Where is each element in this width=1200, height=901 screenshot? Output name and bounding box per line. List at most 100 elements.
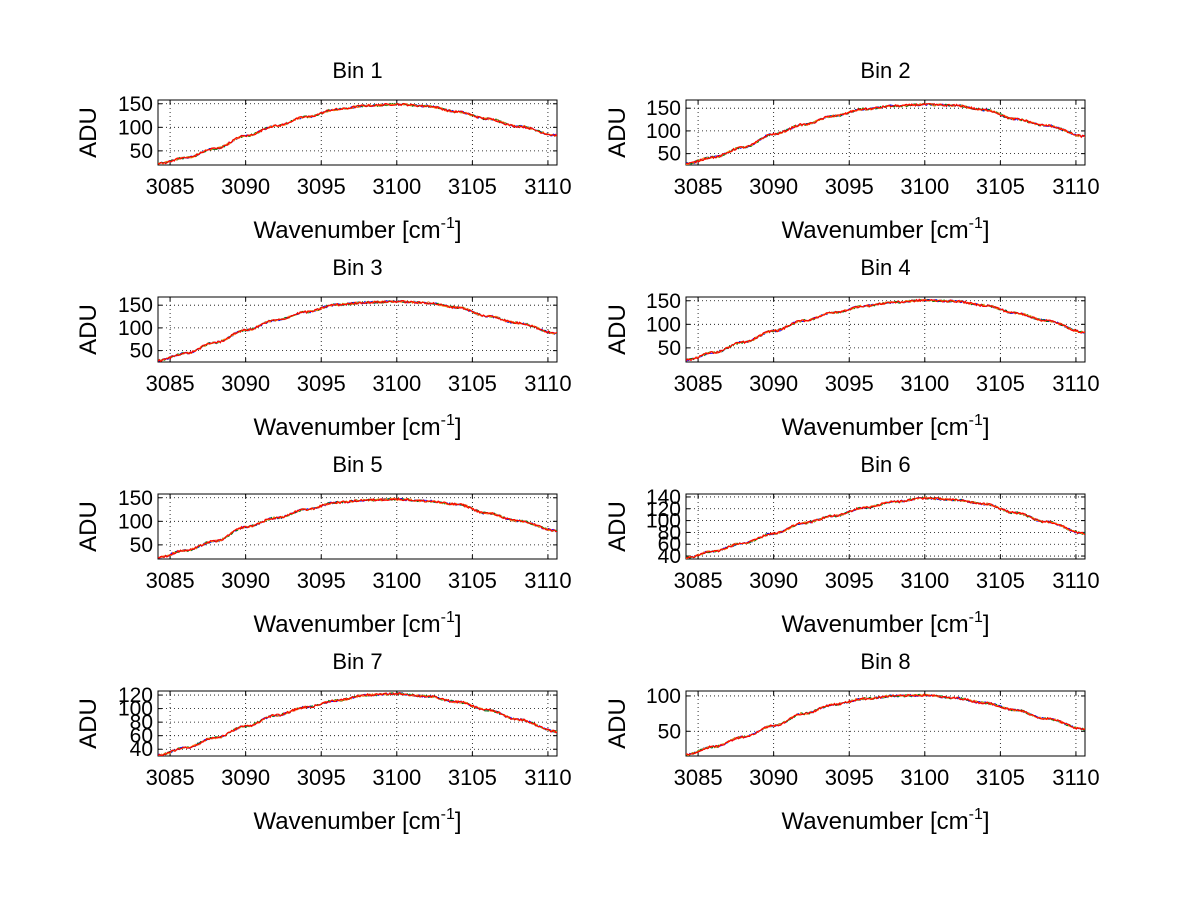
y-tick-label: 60: [658, 533, 681, 556]
x-tick-label: 3095: [825, 568, 874, 593]
x-tick-label: 3110: [524, 371, 571, 396]
y-tick-label: 40: [130, 738, 153, 761]
x-tick-label: 3085: [146, 371, 195, 396]
x-tick-label: 3085: [674, 765, 723, 790]
x-tick-label: 3085: [674, 174, 723, 199]
y-tick-label: 50: [130, 534, 153, 557]
x-tick-label: 3105: [448, 174, 497, 199]
axes-box: [685, 690, 1086, 757]
spectrum-line-4: [686, 496, 1085, 559]
x-tick-label: 3095: [297, 765, 346, 790]
y-axis-label: ADU: [75, 501, 102, 552]
x-tick-label: 3105: [976, 371, 1025, 396]
y-tick-label: 100: [646, 685, 681, 708]
y-tick-label: 120: [646, 498, 681, 521]
y-tick-label: 40: [658, 545, 681, 568]
axes-box: [157, 493, 558, 560]
y-tick-label: 50: [658, 720, 681, 743]
y-tick-label: 50: [130, 140, 153, 163]
x-tick-label: 3100: [900, 371, 949, 396]
y-tick-label: 60: [130, 725, 153, 748]
y-tick-label: 50: [658, 143, 681, 166]
x-tick-label: 3090: [749, 371, 798, 396]
x-tick-label: 3095: [297, 371, 346, 396]
spectrum-line-4: [158, 497, 557, 559]
x-tick-label: 3105: [976, 765, 1025, 790]
x-tick-label: 3110: [1052, 765, 1099, 790]
x-tick-label: 3085: [674, 371, 723, 396]
x-tick-label: 3105: [976, 568, 1025, 593]
x-tick-label: 3110: [1052, 174, 1099, 199]
x-tick-label: 3110: [1052, 371, 1099, 396]
x-tick-label: 3105: [448, 765, 497, 790]
x-tick-label: 3090: [221, 174, 270, 199]
y-tick-label: 120: [118, 684, 153, 707]
x-tick-label: 3100: [372, 765, 421, 790]
y-tick-label: 150: [118, 294, 153, 317]
spectrum-line-3: [158, 299, 557, 362]
x-tick-label: 3095: [825, 765, 874, 790]
y-tick-label: 150: [646, 290, 681, 313]
axes-box: [157, 690, 558, 757]
x-tick-label: 3085: [146, 174, 195, 199]
x-tick-label: 3095: [825, 174, 874, 199]
x-tick-label: 3105: [976, 174, 1025, 199]
y-tick-label: 150: [646, 97, 681, 120]
y-tick-label: 80: [658, 521, 681, 544]
x-tick-label: 3095: [297, 174, 346, 199]
x-tick-label: 3110: [524, 765, 571, 790]
subplot-title: Bin 6: [860, 452, 910, 477]
x-tick-label: 3100: [900, 568, 949, 593]
y-axis-label: ADU: [75, 107, 102, 158]
x-tick-label: 3095: [297, 568, 346, 593]
y-axis-label: ADU: [604, 304, 631, 355]
y-tick-label: 50: [130, 340, 153, 363]
x-tick-label: 3100: [900, 765, 949, 790]
y-axis-label: ADU: [75, 698, 102, 749]
y-tick-label: 100: [118, 116, 153, 139]
x-tick-label: 3090: [749, 765, 798, 790]
spectrum-line-4: [686, 693, 1085, 756]
subplot-title: Bin 1: [332, 58, 382, 83]
y-tick-label: 100: [118, 317, 153, 340]
axes-box: [685, 296, 1086, 363]
y-axis-label: ADU: [604, 501, 631, 552]
spectrum-line-4: [158, 692, 557, 756]
y-tick-label: 150: [118, 93, 153, 116]
x-tick-label: 3105: [448, 371, 497, 396]
x-tick-label: 3105: [448, 568, 497, 593]
x-axis-label: Wavenumber [cm-1]: [253, 412, 461, 441]
y-tick-label: 140: [646, 486, 681, 509]
spectrum-line-4: [158, 299, 557, 362]
x-tick-label: 3100: [900, 174, 949, 199]
x-tick-label: 3090: [221, 568, 270, 593]
axes-box: [157, 296, 558, 363]
axes-box: [685, 99, 1086, 166]
x-tick-label: 3100: [372, 371, 421, 396]
subplot-title: Bin 8: [860, 649, 910, 674]
subplot-title: Bin 7: [332, 649, 382, 674]
y-tick-label: 50: [658, 337, 681, 360]
axes-box: [157, 99, 558, 166]
spectrum-line-4: [686, 102, 1085, 165]
y-tick-label: 100: [646, 120, 681, 143]
y-axis-label: ADU: [604, 698, 631, 749]
x-tick-label: 3090: [221, 765, 270, 790]
subplot-title: Bin 3: [332, 255, 382, 280]
x-axis-label: Wavenumber [cm-1]: [253, 215, 461, 244]
x-tick-label: 3095: [825, 371, 874, 396]
x-tick-label: 3110: [524, 568, 571, 593]
x-tick-label: 3090: [749, 174, 798, 199]
x-axis-label: Wavenumber [cm-1]: [781, 609, 989, 638]
y-tick-label: 100: [118, 698, 153, 721]
